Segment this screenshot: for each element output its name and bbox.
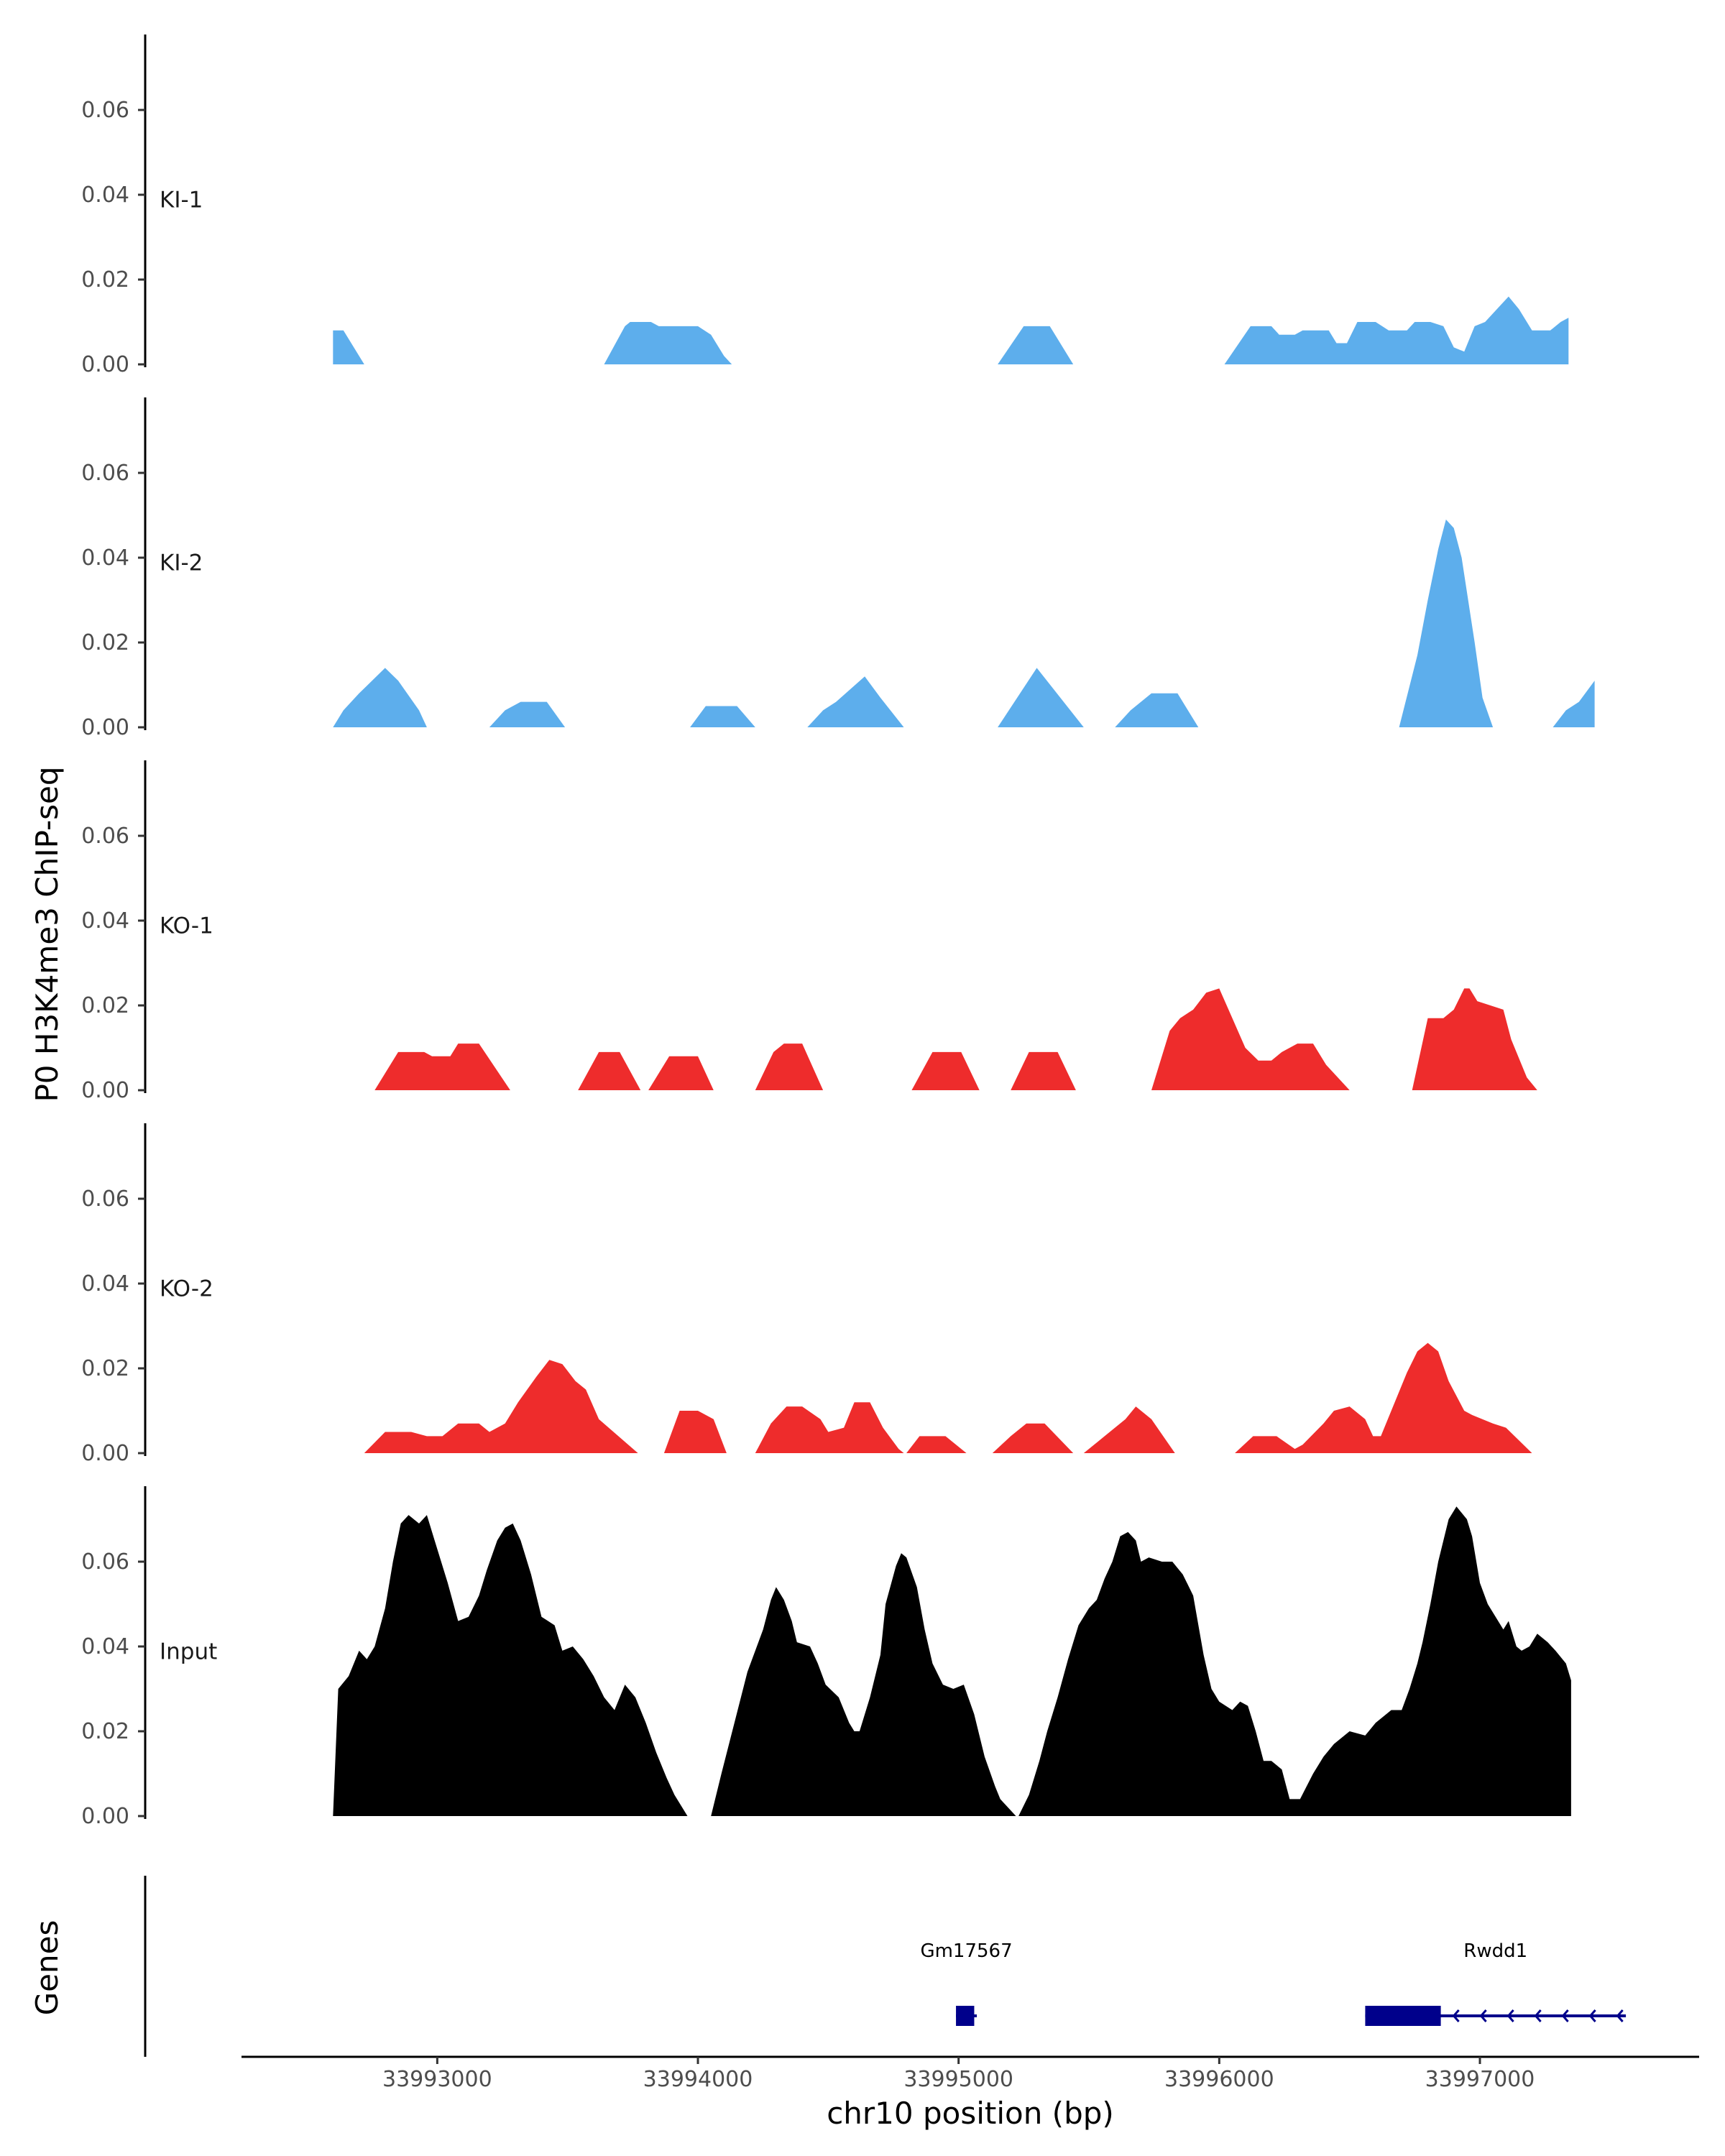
- track-ki-2: 0.00 0.02 0.04 0.06 KI-2: [81, 397, 1595, 740]
- track-label: Input: [160, 1639, 217, 1665]
- signal-area-ki-2-2: [489, 701, 566, 727]
- signal-area-ki-2-4: [807, 676, 904, 727]
- signal-area-ko-1-2: [578, 1051, 641, 1090]
- strand-arrow-icon: [1479, 2009, 1487, 2022]
- y-tick-label: 0.06: [81, 461, 129, 486]
- gene-label: Rwdd1: [1463, 1940, 1527, 1962]
- y-tick-label: 0.06: [81, 824, 129, 849]
- track-ko-2: 0.00 0.02 0.04 0.06 KO-2: [81, 1123, 1532, 1466]
- signal-area-ko-2-2: [663, 1411, 727, 1453]
- signal-area-ko-1-5: [911, 1051, 980, 1090]
- signal-area-ko-1-7: [1151, 988, 1350, 1090]
- signal-area-ko-2-4: [906, 1436, 967, 1453]
- y-tick-label: 0.06: [81, 1549, 129, 1575]
- strand-arrow-icon: [1616, 2009, 1624, 2022]
- gene-track-title: Genes: [29, 1920, 65, 2016]
- y-tick-label: 0.00: [81, 1804, 129, 1829]
- y-tick-label: 0.02: [81, 1719, 129, 1744]
- signal-area-ki-2-1: [333, 668, 427, 727]
- y-tick-label: 0.02: [81, 630, 129, 655]
- x-tick-label: 33997000: [1425, 2067, 1535, 2092]
- gene-exon: [956, 2006, 975, 2026]
- gene-gm17567: Gm17567: [920, 1940, 1013, 2026]
- signal-area-input-2: [711, 1553, 1016, 1816]
- y-tick-label: 0.00: [81, 1441, 129, 1466]
- signal-area-ki-2-3: [690, 706, 755, 727]
- signal-area-ko-1-6: [1011, 1051, 1076, 1090]
- signal-tracks: 0.00 0.02 0.04 0.06 KI-1 0.00 0.02 0.04 0.06 KI-2…: [81, 34, 1595, 1829]
- gene-track: Gm17567 Rwdd1: [144, 1876, 1627, 2057]
- signal-area-ki-1-4: [1224, 296, 1569, 364]
- signal-area-ko-2-3: [755, 1402, 904, 1453]
- signal-area-ki-2-5: [998, 668, 1084, 727]
- gene-label: Gm17567: [920, 1940, 1012, 1962]
- x-axis-title: chr10 position (bp): [827, 2096, 1114, 2131]
- signal-area-ki-2-6: [1115, 693, 1199, 727]
- y-tick-label: 0.02: [81, 993, 129, 1018]
- track-label: KI-1: [160, 188, 203, 213]
- signal-area-ko-1-3: [648, 1056, 714, 1090]
- gene-exon: [1365, 2006, 1441, 2026]
- x-tick-label: 33996000: [1164, 2067, 1274, 2092]
- strand-arrow-icon: [1561, 2009, 1569, 2022]
- signal-area-input-3: [1018, 1506, 1571, 1816]
- y-tick-label: 0.06: [81, 98, 129, 123]
- y-tick-label: 0.00: [81, 715, 129, 740]
- y-tick-label: 0.06: [81, 1187, 129, 1212]
- y-tick-label: 0.04: [81, 183, 129, 208]
- x-axis: 33993000 33994000 33995000 33996000 33997000: [242, 2055, 1699, 2092]
- x-tick-label: 33994000: [643, 2067, 753, 2092]
- signal-area-ki-2-7: [1399, 519, 1494, 727]
- track-ko-1: 0.00 0.02 0.04 0.06 KO-1: [81, 760, 1537, 1103]
- strand-arrow-icon: [1452, 2009, 1460, 2022]
- signal-area-ko-2-1: [364, 1360, 638, 1453]
- y-tick-label: 0.02: [81, 1356, 129, 1381]
- y-tick-label: 0.04: [81, 908, 129, 934]
- signal-area-ko-1-1: [374, 1044, 510, 1090]
- signal-area-ko-2-7: [1235, 1342, 1532, 1453]
- signal-area-ki-1-2: [604, 322, 732, 364]
- track-ki-1: 0.00 0.02 0.04 0.06 KI-1: [81, 34, 1569, 377]
- x-tick-label: 33995000: [903, 2067, 1013, 2092]
- signal-area-ko-2-5: [992, 1423, 1074, 1453]
- signal-area-ko-1-8: [1412, 988, 1537, 1090]
- y-tick-label: 0.04: [81, 1271, 129, 1296]
- y-tick-label: 0.04: [81, 1634, 129, 1659]
- signal-area-ko-2-6: [1083, 1406, 1175, 1453]
- track-label: KI-2: [160, 550, 203, 576]
- gene-rwdd1: Rwdd1: [1365, 1940, 1627, 2026]
- strand-arrow-icon: [1506, 2009, 1514, 2022]
- y-tick-label: 0.04: [81, 545, 129, 571]
- y-tick-label: 0.00: [81, 1078, 129, 1103]
- signal-area-ki-1-3: [998, 326, 1074, 364]
- track-label: KO-1: [160, 913, 213, 939]
- y-tick-label: 0.00: [81, 352, 129, 377]
- signal-area-ki-1-1: [333, 330, 364, 364]
- y-axis-title: P0 H3K4me3 ChIP-seq: [29, 766, 65, 1102]
- signal-area-ki-2-8: [1552, 681, 1595, 727]
- track-label: KO-2: [160, 1276, 213, 1302]
- track-input: 0.00 0.02 0.04 0.06 Input: [81, 1486, 1571, 1829]
- strand-arrow-icon: [1588, 2009, 1596, 2022]
- signal-area-input-1: [333, 1515, 688, 1816]
- strand-arrow-icon: [1534, 2009, 1542, 2022]
- signal-area-ko-1-4: [755, 1044, 824, 1090]
- x-tick-label: 33993000: [382, 2067, 492, 2092]
- y-tick-label: 0.02: [81, 267, 129, 292]
